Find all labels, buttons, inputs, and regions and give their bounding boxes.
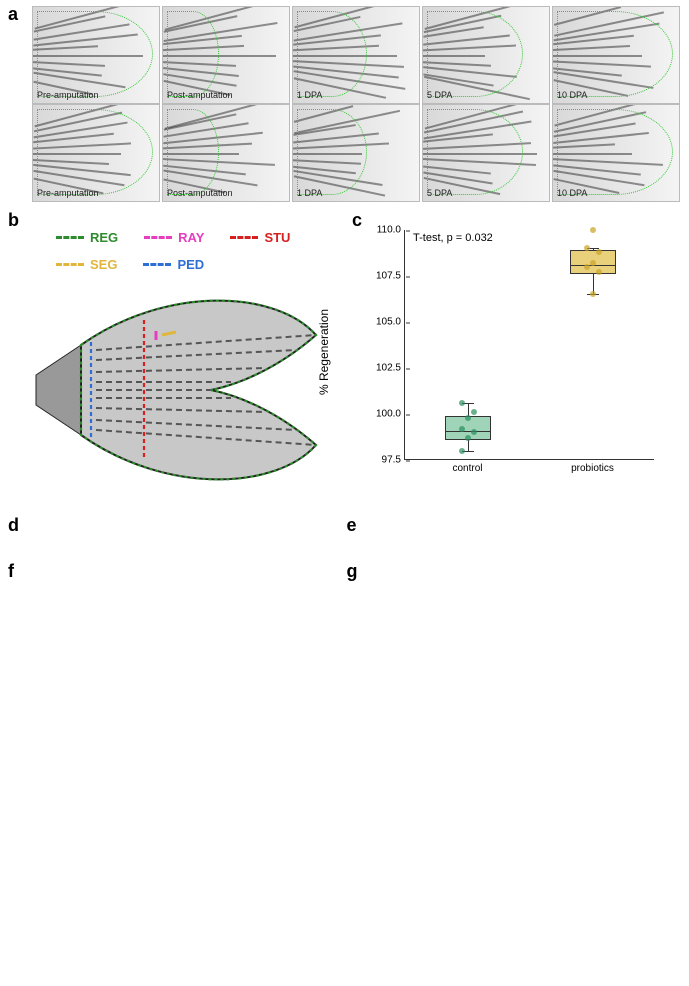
y-tick: 110.0 [377,225,405,236]
x-tick: probiotics [571,463,614,474]
data-point [590,291,596,297]
data-point [465,415,471,421]
fin-micrograph: 10 DPA [552,104,680,202]
data-point [471,409,477,415]
panel-g: g [345,561,684,597]
data-point [596,249,602,255]
fin-micrograph: Post-amputation [162,104,290,202]
micrograph-caption: Pre-amputation [37,188,99,198]
data-point [465,435,471,441]
micrograph-caption: 10 DPA [557,90,587,100]
data-point [590,260,596,266]
fin-micrograph: 5 DPA [422,6,550,104]
micrograph-caption: Pre-amputation [37,90,99,100]
legend-item: SEG [56,257,117,272]
figure: a ControlPre-amputationPost-amputation1 … [0,0,689,603]
data-point [590,227,596,233]
y-axis-label: % Regeneration [317,237,331,467]
chart-area: 97.5100.0102.5105.0107.5110.0T-test, p =… [404,230,654,460]
micrograph-caption: 1 DPA [297,188,322,198]
legend-text: SEG [90,257,117,272]
fin-micrograph: 1 DPA [292,104,420,202]
data-point [471,429,477,435]
panel-b-legend: REG RAY STU SEG PED [6,230,346,280]
data-point [459,448,465,454]
micrograph-caption: 1 DPA [297,90,322,100]
fin-micrograph: Pre-amputation [32,104,160,202]
micrograph-caption: 5 DPA [427,188,452,198]
y-tick: 107.5 [376,271,405,282]
micrograph-caption: Post-amputation [167,90,233,100]
fin-micrograph: 5 DPA [422,104,550,202]
panel-c-label: c [352,210,362,231]
panel-b-label: b [8,210,19,231]
data-point [584,245,590,251]
fin-micrograph: Pre-amputation [32,6,160,104]
legend-text: REG [90,230,118,245]
legend-text: RAY [178,230,204,245]
legend-item: REG [56,230,118,245]
micrograph-caption: 10 DPA [557,188,587,198]
micrograph-caption: 5 DPA [427,90,452,100]
y-tick: 100.0 [376,409,405,420]
legend-item: PED [143,257,204,272]
panel-d: d [6,515,345,551]
panel-c: c % Regeneration97.5100.0102.5105.0107.5… [346,210,683,505]
panel-b: b REG RAY STU SEG PED [6,210,346,505]
y-tick: 105.0 [376,317,405,328]
p-value-text: T-test, p = 0.032 [413,232,493,244]
panel-e: e [345,515,684,551]
data-point [459,426,465,432]
y-tick: 102.5 [376,363,405,374]
fin-micrograph: 1 DPA [292,6,420,104]
fin-micrograph: Post-amputation [162,6,290,104]
panel-a-label: a [8,4,18,25]
data-point [459,400,465,406]
legend-text: STU [264,230,290,245]
x-tick: control [452,463,482,474]
legend-text: PED [177,257,204,272]
panel-f: f [6,561,345,597]
data-point [584,264,590,270]
fin-schematic [26,280,326,500]
legend-item: STU [230,230,290,245]
micrograph-caption: Post-amputation [167,188,233,198]
data-point [596,269,602,275]
legend-item: RAY [144,230,204,245]
panel-a: a ControlPre-amputationPost-amputation1 … [6,6,683,202]
fin-micrograph: 10 DPA [552,6,680,104]
y-tick: 97.5 [382,455,405,466]
